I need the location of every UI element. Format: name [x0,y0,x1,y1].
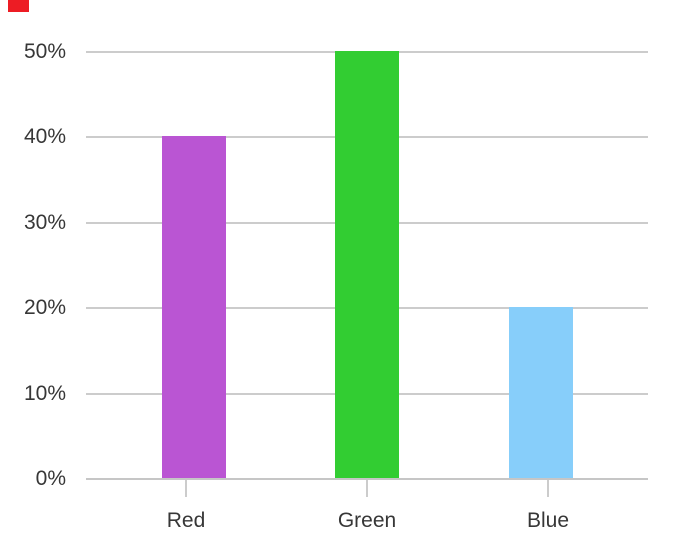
x-axis-category-label-green: Green [337,509,397,532]
bar-blue[interactable] [509,307,573,478]
bar-red[interactable] [162,136,226,478]
x-axis-tick-blue [547,479,549,497]
x-axis-tick-green [366,479,368,497]
y-axis-tick-label-10: 10% [23,382,66,405]
red-marker-fragment [8,0,29,12]
x-axis-tick-red [185,479,187,497]
y-axis-tick-label-0: 0% [35,467,66,490]
y-axis-tick-label-50: 50% [23,40,66,63]
y-axis-tick-label-30: 30% [23,211,66,234]
y-axis-tick-label-40: 40% [23,125,66,148]
x-axis-category-label-blue: Blue [526,509,570,532]
y-axis-tick-label-20: 20% [23,296,66,319]
bar-green[interactable] [335,51,399,478]
x-axis-line [86,478,648,480]
x-axis-category-label-red: Red [166,509,206,532]
